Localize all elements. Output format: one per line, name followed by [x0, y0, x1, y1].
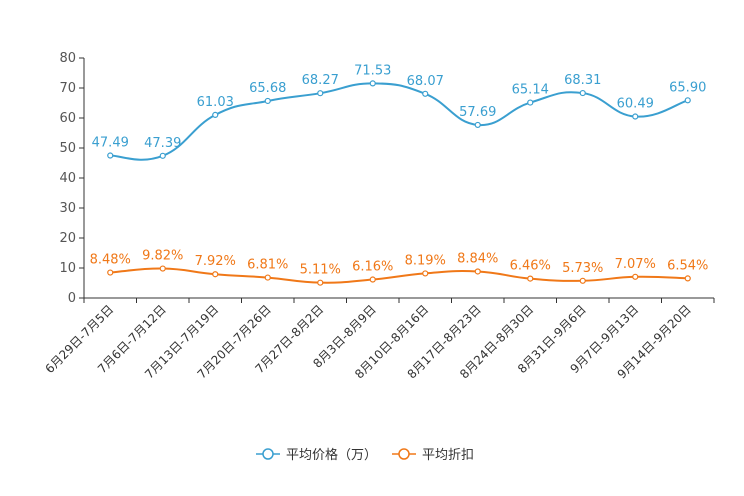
legend-label: 平均折扣 [422, 448, 474, 463]
data-point [369, 80, 376, 87]
data-label: 8.48% [90, 253, 131, 268]
data-point [632, 113, 639, 120]
data-point [264, 97, 271, 105]
data-label: 60.49 [617, 97, 654, 112]
y-tick-label: 70 [59, 81, 76, 96]
data-point [159, 152, 166, 159]
data-label: 68.07 [407, 74, 444, 89]
data-point [684, 97, 691, 104]
y-tick-label: 10 [59, 261, 76, 276]
data-label: 65.14 [512, 83, 549, 98]
data-point [579, 277, 586, 284]
data-label: 47.49 [92, 136, 129, 151]
legend-item-0[interactable]: 平均价格（万） [256, 447, 377, 463]
data-label: 9.82% [142, 249, 183, 264]
legend-marker-icon [398, 448, 410, 460]
data-point [527, 275, 534, 282]
series-0: 47.49 47.39 61.03 65.68 68.27 71.53 68.07 57.69… [92, 63, 706, 161]
data-label: 6.46% [510, 259, 551, 274]
y-tick-label: 0 [68, 291, 76, 306]
data-label: 47.39 [144, 136, 181, 151]
y-tick-label: 80 [59, 51, 76, 66]
data-label: 61.03 [197, 95, 234, 110]
data-label: 7.92% [195, 254, 236, 269]
data-point [579, 89, 586, 97]
data-point [369, 276, 376, 283]
data-point [474, 268, 481, 275]
data-point [159, 265, 166, 272]
data-label: 65.68 [249, 81, 286, 96]
data-label: 6.16% [352, 260, 393, 275]
data-point [474, 121, 481, 129]
legend[interactable]: 平均价格（万） 平均折扣 [256, 447, 474, 463]
data-label: 8.84% [457, 251, 498, 266]
data-label: 68.31 [564, 73, 601, 88]
y-tick-label: 40 [59, 171, 76, 186]
data-label: 68.27 [302, 73, 339, 88]
data-point [212, 271, 219, 278]
axes: 010203040506070806月29日-7月5日7月6日-7月12日7月1… [42, 51, 715, 382]
legend-label: 平均价格（万） [286, 447, 377, 463]
data-point [107, 269, 114, 276]
data-label: 71.53 [354, 63, 391, 78]
data-label: 57.69 [459, 105, 496, 120]
data-point [264, 274, 271, 281]
series-1: 8.48% 9.82% 7.92% 6.81% 5.11% 6.16% 8.19% 8.84%… [90, 249, 708, 286]
legend-item-1[interactable]: 平均折扣 [392, 448, 474, 463]
data-point [107, 152, 114, 159]
y-tick-label: 60 [59, 111, 76, 126]
y-tick-label: 30 [59, 201, 76, 216]
data-point [527, 99, 534, 106]
y-tick-label: 50 [59, 141, 76, 156]
legend-marker-icon [262, 448, 274, 460]
series-layer: 47.49 47.39 61.03 65.68 68.27 71.53 68.07 57.69… [90, 63, 708, 286]
data-label: 6.81% [247, 258, 288, 273]
data-label: 65.90 [669, 80, 706, 95]
data-label: 5.11% [300, 263, 341, 278]
data-label: 6.54% [667, 258, 708, 273]
data-point [317, 279, 324, 286]
data-point [422, 90, 429, 97]
series-line [110, 82, 689, 161]
data-point [317, 90, 324, 97]
data-label: 8.19% [405, 253, 446, 268]
data-point [212, 111, 219, 119]
data-label: 5.73% [562, 261, 603, 276]
data-point [684, 275, 691, 282]
data-point [632, 273, 639, 280]
y-tick-label: 20 [59, 231, 76, 246]
data-point [422, 270, 429, 277]
data-label: 7.07% [615, 257, 656, 272]
series-line [110, 267, 688, 284]
